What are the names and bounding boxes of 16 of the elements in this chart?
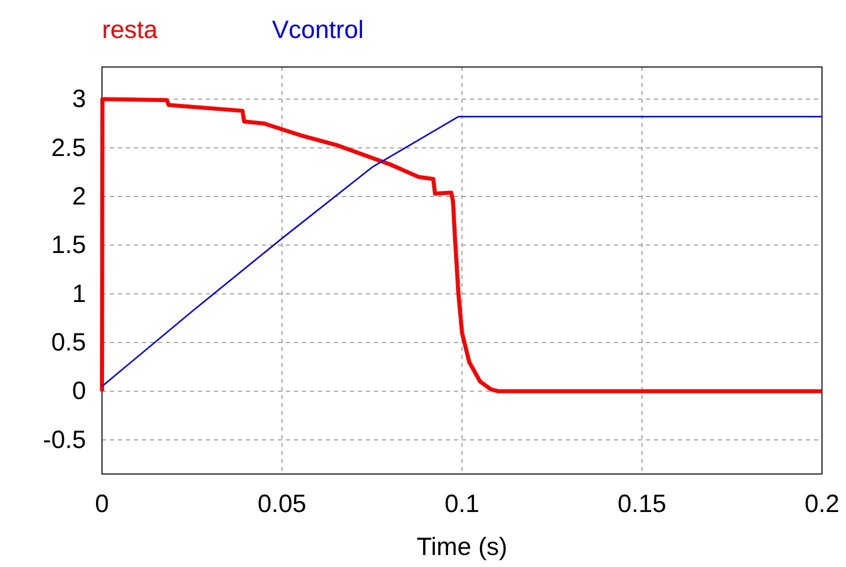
y-tick-label: 2 [72,182,86,210]
x-tick-label: 0.1 [444,490,480,518]
y-tick-label: -0.5 [42,426,86,454]
text: resta [102,16,158,44]
x-tick-label: 0 [95,490,109,518]
x-tick-label: 0.2 [804,490,840,518]
y-tick-label: 3 [72,85,86,114]
x-tick-label: 0.05 [258,490,306,518]
y-tick-label: 0 [72,377,86,406]
text: Vcontrol [272,16,364,44]
x-axis-title: Time (s) [416,533,508,561]
y-tick-label: 1.5 [51,231,86,260]
x-tick-label: 0.15 [618,490,666,518]
y-tick-label: 1 [72,280,86,308]
y-tick-label: 0.5 [51,328,86,357]
y-tick-label: 2.5 [51,134,86,162]
